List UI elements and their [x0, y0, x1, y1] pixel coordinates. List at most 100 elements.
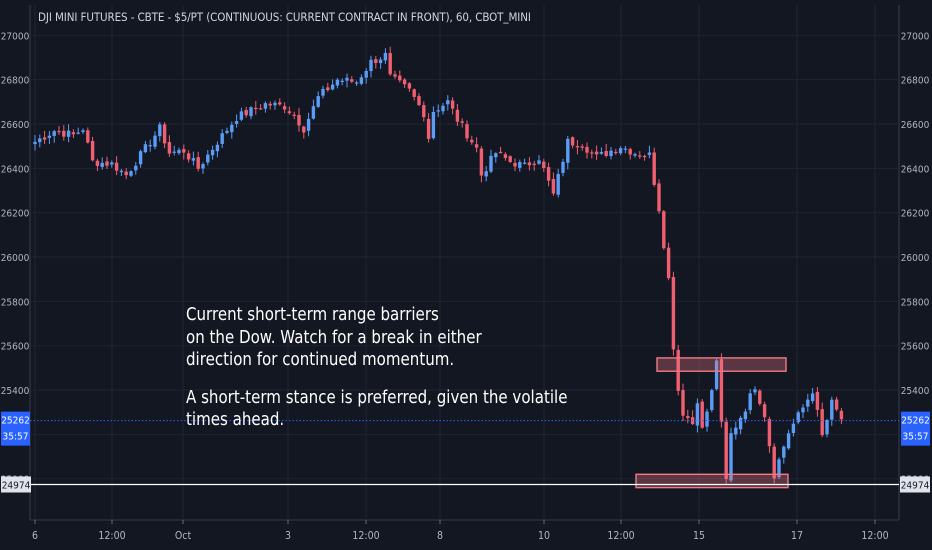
- candle-body: [90, 140, 95, 161]
- candle-body: [359, 77, 364, 84]
- candle-body: [350, 79, 354, 82]
- candle-body: [81, 130, 85, 132]
- candle-body: [633, 154, 637, 156]
- grid: 2500025000252002520025400254002560025600…: [1, 5, 930, 542]
- candle-body: [647, 152, 652, 155]
- candle-body: [167, 142, 172, 154]
- candle-body: [618, 148, 623, 154]
- left-y-tick-label: 25800: [1, 297, 30, 308]
- annotation-text: Current short-term range barriers on the…: [186, 304, 567, 432]
- candle-body: [743, 411, 748, 420]
- candle-body: [33, 141, 37, 145]
- x-tick-label: 17: [791, 530, 803, 542]
- candle-body: [791, 423, 796, 433]
- candle-body: [527, 162, 532, 166]
- candle-body: [734, 427, 738, 435]
- candle-body: [374, 59, 378, 63]
- candle-body: [258, 108, 263, 110]
- right-y-tick-label: 27000: [901, 31, 930, 42]
- right-support-label: 24974: [901, 481, 930, 492]
- candle-body: [417, 96, 421, 106]
- right-y-tick-label: 26800: [901, 76, 930, 87]
- candle-body: [575, 146, 580, 148]
- candle-body: [671, 277, 676, 350]
- candle-body: [407, 83, 412, 89]
- candle-body: [182, 149, 186, 153]
- candle-body: [556, 173, 560, 195]
- candle-body: [66, 130, 71, 137]
- candle-body: [753, 389, 757, 393]
- support-range-box: [635, 473, 789, 489]
- candle-body: [834, 399, 839, 410]
- candle-body: [710, 390, 714, 411]
- candle-body: [138, 151, 143, 165]
- right-y-tick-label: 26000: [901, 253, 930, 264]
- candle-body: [758, 390, 762, 404]
- candle-body: [767, 418, 772, 447]
- candle-body: [354, 82, 359, 84]
- candle-body: [705, 411, 709, 427]
- candle-body: [806, 399, 810, 407]
- right-current-price-label: 25262: [901, 416, 930, 427]
- candle-body: [162, 124, 167, 144]
- candle-body: [681, 390, 685, 416]
- candle-body: [676, 349, 680, 391]
- candle-body: [177, 149, 181, 154]
- left-countdown-label: 35:57: [3, 432, 29, 443]
- x-tick-label: 15: [693, 530, 705, 542]
- x-tick-label: 6: [32, 530, 38, 542]
- candle-body: [508, 156, 512, 162]
- candle-body: [326, 87, 330, 91]
- candle-body: [830, 399, 834, 420]
- candle-body: [52, 131, 56, 136]
- candle-body: [518, 162, 522, 168]
- candle-body: [273, 102, 277, 106]
- left-support-label: 24974: [2, 481, 31, 492]
- candle-body: [638, 155, 642, 157]
- left-support-label-bg: [1, 476, 31, 493]
- candle-body: [700, 401, 704, 428]
- annotation-line-4: A short-term stance is preferred, given …: [186, 387, 568, 408]
- candle-body: [220, 133, 224, 144]
- candle-body: [263, 103, 268, 109]
- candle-body: [532, 163, 536, 165]
- candle-body: [201, 164, 205, 169]
- candle-body: [590, 152, 594, 154]
- candle-body: [153, 135, 157, 147]
- candle-body: [143, 144, 148, 153]
- candle-body: [42, 137, 47, 140]
- candle-body: [479, 148, 484, 176]
- candle-body: [340, 80, 344, 82]
- left-y-tick-label: 26800: [1, 76, 30, 87]
- right-countdown-label: 35:57: [903, 432, 929, 443]
- candle-body: [777, 459, 781, 478]
- candle-body: [239, 111, 244, 120]
- candle-body: [311, 106, 316, 119]
- candle-body: [62, 130, 66, 137]
- candle-body: [729, 433, 733, 481]
- candle-body: [426, 118, 431, 139]
- candle-body: [76, 132, 80, 134]
- left-y-tick-label: 26200: [1, 209, 30, 220]
- candle-body: [316, 96, 320, 107]
- candle-body: [762, 404, 767, 418]
- candle-body: [292, 114, 296, 116]
- candle-body: [455, 109, 460, 122]
- resistance-range-box: [656, 357, 787, 372]
- candle-body: [474, 144, 479, 148]
- x-tick-label: 12:00: [607, 530, 634, 542]
- candle-body: [278, 102, 282, 105]
- candle-body: [441, 105, 445, 112]
- candle-body: [460, 121, 464, 123]
- candle-body: [825, 419, 829, 435]
- candle-body: [522, 162, 527, 164]
- x-tick-label: 12:00: [98, 530, 125, 542]
- candle-body: [134, 165, 138, 171]
- annotation-line-3: direction for continued momentum.: [186, 350, 455, 370]
- candle-body: [95, 160, 100, 167]
- right-y-tick-label: 26200: [901, 209, 930, 220]
- candle-body: [604, 150, 608, 156]
- candle-body: [254, 107, 258, 110]
